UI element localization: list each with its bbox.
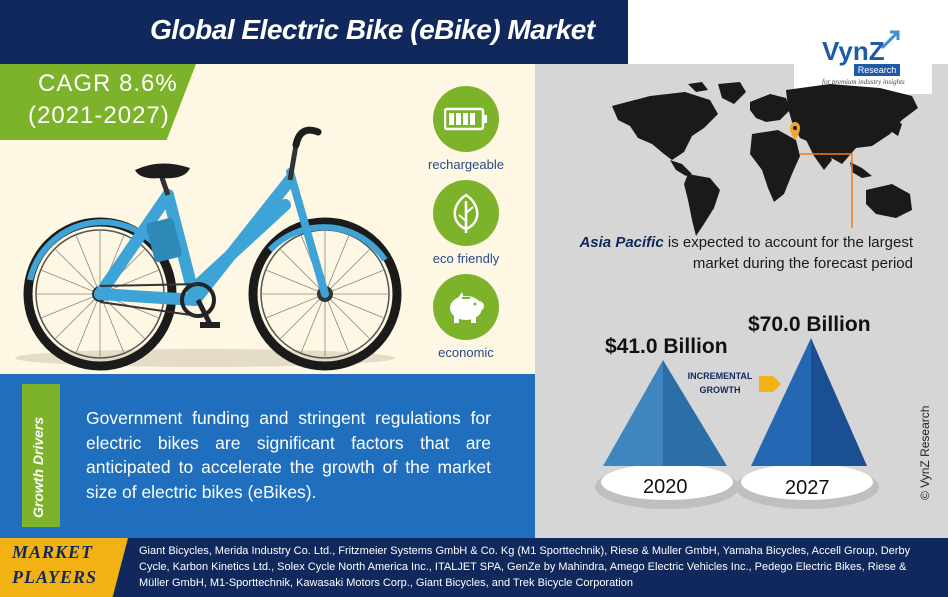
cagr-period: (2021-2027) [28,102,170,129]
region-name: Asia Pacific [579,234,664,251]
feature-eco-friendly: eco friendly [428,180,504,266]
vynz-logo: VynZ Research for premium industry insig… [794,14,932,94]
incremental-line-2: GROWTH [699,385,741,395]
market-players-badge: MARKET PLAYERS [0,538,128,597]
feature-label: eco friendly [432,251,500,266]
growth-drivers-panel [0,374,535,538]
region-statement: Asia Pacific is expected to account for … [545,232,913,274]
feature-economic: economic [428,274,504,360]
electric-bike-illustration [15,126,402,371]
feature-label: economic [438,345,494,360]
piggy-bank-icon [433,274,499,340]
market-players-label-2: PLAYERS [12,567,98,587]
growth-drivers-tab: Growth Drivers [22,384,60,527]
market-growth-graphic [595,338,879,509]
cagr-badge: CAGR 8.6% (2021-2027) [0,64,196,140]
cagr-value: CAGR 8.6% [38,70,178,97]
market-players-list: Giant Bicycles, Merida Industry Co. Ltd.… [139,545,911,589]
feature-rechargeable: rechargeable [428,86,504,172]
year-2027: 2027 [785,477,830,499]
market-players-label-1: MARKET [12,542,94,562]
region-text-2: market during the forecast period [692,255,913,272]
logo-tagline: for premium industry insights [822,78,905,86]
logo-arrow-icon [880,30,900,50]
market-value-2027: $70.0 Billion [748,313,871,336]
market-players-bar [0,538,948,597]
market-value-2020: $41.0 Billion [605,335,728,358]
logo-sub: Research [854,64,900,76]
page-title: Global Electric Bike (eBike) Market [150,14,595,45]
leaf-icon [433,180,499,246]
feature-label: rechargeable [428,157,504,172]
title-bar: Global Electric Bike (eBike) Market [0,0,628,64]
incremental-line-1: INCREMENTAL [687,371,753,381]
incremental-growth-label: INCREMENTAL GROWTH [680,369,760,397]
market-panel [535,64,948,538]
world-map [612,82,918,236]
copyright-notice: © VynZ Research [918,405,932,500]
growth-drivers-text: Government funding and stringent regulat… [86,408,491,502]
battery-icon [433,86,499,152]
region-text-1: is expected to account for the largest [663,234,913,251]
growth-drivers-label: Growth Drivers [30,416,46,518]
logo-name: VynZ [822,36,885,66]
year-2020: 2020 [643,476,688,498]
